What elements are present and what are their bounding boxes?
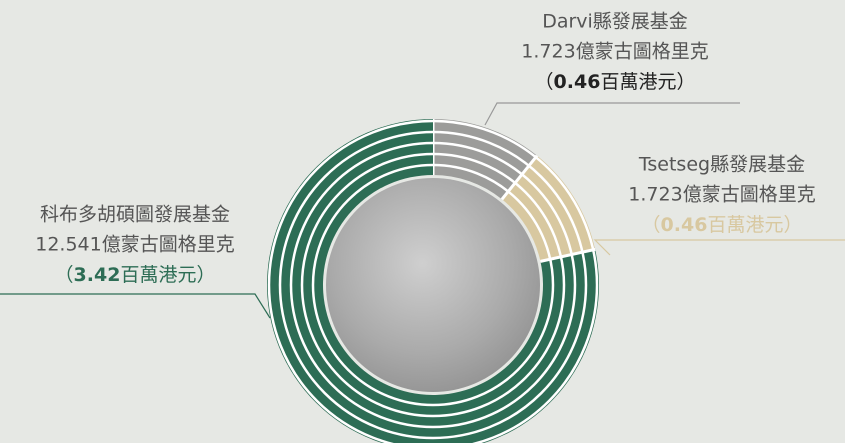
leader-line	[593, 239, 845, 256]
amount-label: 1.723億蒙古圖格里克	[521, 41, 708, 63]
hkd-label: （3.42百萬港元）	[55, 264, 216, 286]
center-image	[326, 178, 540, 392]
ring-line	[278, 130, 588, 440]
fund-name: 科布多胡碩圖發展基金	[40, 204, 230, 226]
amount-label: 1.723億蒙古圖格里克	[628, 184, 815, 206]
ring-line	[311, 163, 555, 407]
hkd-label: （0.46百萬港元）	[642, 214, 803, 236]
ring-line	[267, 119, 599, 443]
donut-segment	[501, 155, 596, 262]
fund-name: Darvi縣發展基金	[542, 11, 688, 33]
amount-label: 12.541億蒙古圖格里克	[35, 234, 234, 256]
leader-line	[484, 102, 740, 126]
leader-line	[0, 293, 271, 319]
hkd-label: （0.46百萬港元）	[535, 71, 696, 93]
ring-line	[300, 152, 566, 418]
fund-name: Tsetseg縣發展基金	[638, 154, 805, 176]
ring-line	[289, 141, 577, 429]
